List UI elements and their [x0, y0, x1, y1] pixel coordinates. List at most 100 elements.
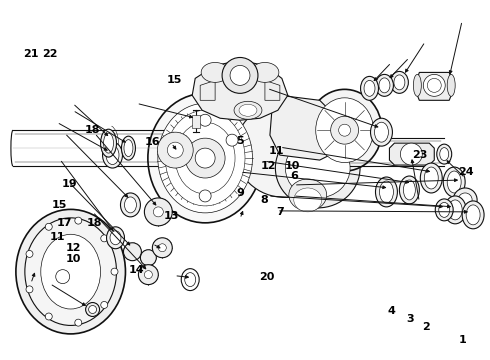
Ellipse shape: [234, 101, 262, 119]
Text: 18: 18: [85, 125, 100, 135]
Ellipse shape: [437, 144, 452, 164]
Polygon shape: [270, 95, 340, 160]
Ellipse shape: [25, 218, 117, 325]
Ellipse shape: [414, 75, 421, 96]
Text: 12: 12: [260, 161, 276, 171]
Polygon shape: [192, 60, 288, 120]
Ellipse shape: [361, 76, 378, 100]
Circle shape: [75, 319, 82, 326]
Circle shape: [152, 238, 172, 258]
Ellipse shape: [285, 138, 350, 198]
Ellipse shape: [427, 78, 441, 92]
Text: 11: 11: [49, 232, 65, 242]
Text: 16: 16: [145, 138, 160, 147]
Text: 17: 17: [57, 218, 72, 228]
Ellipse shape: [423, 75, 445, 96]
Ellipse shape: [181, 269, 199, 291]
Circle shape: [45, 223, 52, 230]
Ellipse shape: [121, 193, 141, 217]
Ellipse shape: [394, 75, 405, 90]
Ellipse shape: [370, 118, 392, 146]
Circle shape: [172, 134, 184, 146]
Ellipse shape: [374, 122, 389, 142]
Text: 8: 8: [261, 195, 269, 205]
Text: 10: 10: [66, 254, 81, 264]
Circle shape: [195, 148, 215, 168]
Circle shape: [138, 265, 158, 285]
Circle shape: [339, 124, 350, 136]
Circle shape: [185, 138, 225, 178]
Text: 15: 15: [52, 200, 67, 210]
Circle shape: [75, 217, 82, 224]
Text: 12: 12: [66, 243, 81, 253]
Text: 22: 22: [42, 49, 57, 59]
Circle shape: [26, 251, 33, 257]
Ellipse shape: [102, 142, 122, 168]
Ellipse shape: [420, 163, 442, 193]
Ellipse shape: [201, 62, 229, 82]
Ellipse shape: [379, 181, 393, 203]
Ellipse shape: [148, 93, 263, 223]
Ellipse shape: [399, 176, 419, 204]
Polygon shape: [192, 115, 200, 128]
Circle shape: [199, 114, 211, 126]
Ellipse shape: [375, 75, 393, 96]
Ellipse shape: [106, 146, 119, 165]
Ellipse shape: [185, 273, 196, 287]
Ellipse shape: [439, 202, 450, 217]
Circle shape: [453, 188, 477, 212]
Ellipse shape: [251, 62, 279, 82]
Ellipse shape: [175, 122, 235, 194]
Text: 2: 2: [422, 322, 429, 332]
Ellipse shape: [447, 171, 461, 193]
Circle shape: [123, 243, 142, 261]
Ellipse shape: [124, 197, 136, 213]
Text: 14: 14: [129, 265, 145, 275]
Ellipse shape: [443, 167, 465, 197]
Circle shape: [56, 270, 70, 284]
Ellipse shape: [158, 103, 252, 213]
Ellipse shape: [165, 110, 245, 206]
Text: 20: 20: [259, 272, 275, 282]
Ellipse shape: [307, 89, 382, 171]
Ellipse shape: [391, 71, 408, 93]
Ellipse shape: [424, 167, 438, 189]
Text: 23: 23: [412, 150, 427, 160]
Ellipse shape: [364, 80, 375, 96]
Ellipse shape: [16, 210, 125, 334]
Circle shape: [158, 244, 166, 252]
Circle shape: [157, 132, 193, 168]
Text: 1: 1: [458, 334, 466, 345]
Circle shape: [141, 250, 156, 266]
Circle shape: [167, 142, 183, 158]
Circle shape: [145, 271, 152, 279]
Text: 15: 15: [167, 75, 182, 85]
Ellipse shape: [447, 75, 455, 96]
Circle shape: [45, 313, 52, 320]
Circle shape: [331, 116, 359, 144]
Polygon shape: [200, 80, 215, 100]
Ellipse shape: [235, 103, 335, 197]
Ellipse shape: [289, 179, 327, 211]
Text: 4: 4: [388, 306, 395, 316]
Circle shape: [230, 66, 250, 85]
Text: 18: 18: [87, 218, 102, 228]
Ellipse shape: [444, 196, 466, 224]
Circle shape: [458, 193, 472, 207]
Ellipse shape: [103, 133, 114, 153]
Polygon shape: [417, 72, 451, 100]
Circle shape: [89, 306, 97, 314]
Ellipse shape: [275, 128, 360, 208]
Ellipse shape: [124, 140, 133, 157]
Text: 10: 10: [285, 161, 300, 171]
Ellipse shape: [400, 143, 422, 165]
Circle shape: [111, 268, 118, 275]
Ellipse shape: [239, 104, 257, 116]
Text: 19: 19: [61, 179, 77, 189]
Ellipse shape: [466, 205, 480, 225]
Circle shape: [86, 302, 99, 316]
Text: 13: 13: [164, 211, 179, 221]
Text: 11: 11: [269, 146, 285, 156]
Ellipse shape: [403, 180, 416, 200]
Ellipse shape: [379, 78, 390, 93]
